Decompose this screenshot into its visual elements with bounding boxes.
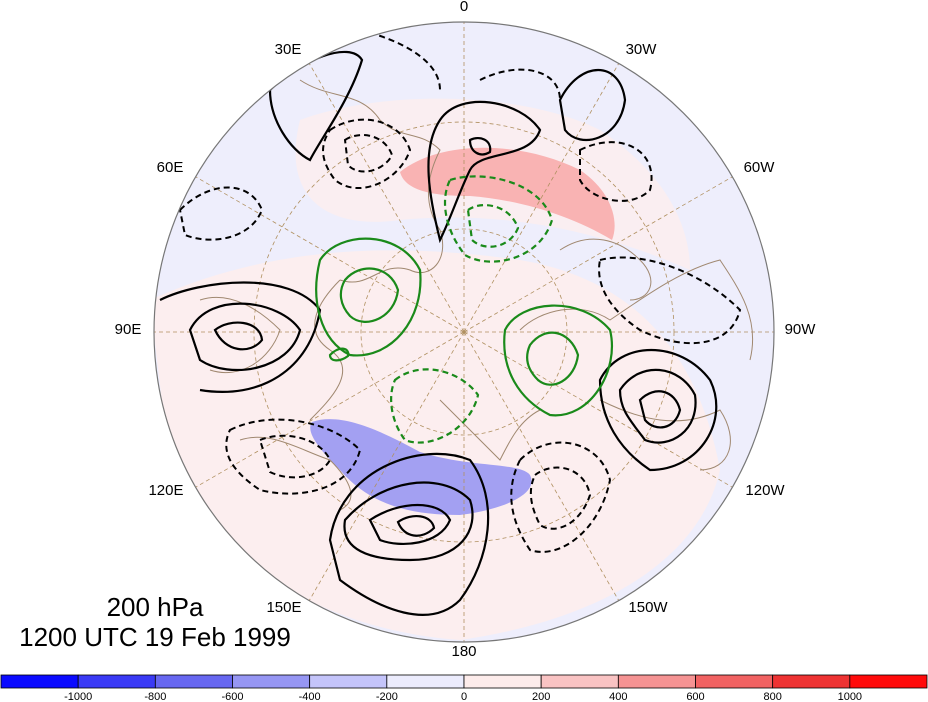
valid-time-label: 1200 UTC 19 Feb 1999	[19, 622, 291, 652]
label-lon-120e: 120E	[148, 482, 183, 499]
colorbar-box	[695, 674, 774, 689]
colorbar-box	[849, 674, 928, 689]
colorbar-tick-label: 0	[461, 691, 467, 702]
colorbar-tick-label: -200	[376, 691, 398, 702]
colorbar-tick-label: -600	[221, 691, 243, 702]
tendency-contours	[315, 175, 613, 444]
colorbar-box	[772, 674, 851, 689]
colorbar-box	[232, 674, 311, 689]
colorbar-labels: -1000 -800 -600 -400 -200 0 200 400 600 800 1000	[64, 691, 862, 702]
colorbar-box	[154, 674, 233, 689]
longitude-labels: 0 30W 60W 90W 120W 150W 180 150E 120E 90…	[115, 0, 817, 660]
colorbar-tick-label: 400	[609, 691, 627, 702]
colorbar-boxes	[0, 674, 928, 689]
colorbar-tick-label: 200	[532, 691, 550, 702]
colorbar-box	[309, 674, 388, 689]
label-lon-120w: 120W	[745, 482, 785, 499]
negative-tendency-contours	[390, 175, 554, 444]
colorbar-tick-label: 800	[763, 691, 781, 702]
colorbar-box	[0, 674, 79, 689]
label-lon-30e: 30E	[275, 41, 302, 58]
label-lon-150e: 150E	[266, 599, 301, 616]
label-lon-60e: 60E	[157, 159, 184, 176]
colorbar-box	[463, 674, 542, 689]
positive-anomaly-shade	[400, 147, 615, 240]
label-lon-90e: 90E	[115, 321, 142, 338]
colorbar-box	[77, 674, 156, 689]
colorbar-tick-label: -800	[144, 691, 166, 702]
colorbar-tick-label: -1000	[64, 691, 92, 702]
colorbar-box	[386, 674, 465, 689]
label-lon-90w: 90W	[785, 321, 817, 338]
negative-anomaly-shade	[310, 419, 532, 515]
colorbar-tick-label: 1000	[838, 691, 862, 702]
colorbar-tick-label: 600	[686, 691, 704, 702]
label-lon-150w: 150W	[628, 599, 668, 616]
map-boundary	[153, 21, 775, 643]
label-lon-30w: 30W	[626, 41, 658, 58]
label-lon-0: 0	[460, 0, 468, 15]
colorbar-box	[540, 674, 619, 689]
label-lon-60w: 60W	[744, 159, 776, 176]
pressure-level-label: 200 hPa	[106, 592, 204, 622]
coastlines	[199, 79, 754, 511]
colorbar: -1000 -800 -600 -400 -200 0 200 400 600 800 1000	[0, 674, 928, 702]
colorbar-box	[617, 674, 696, 689]
label-lon-180: 180	[451, 643, 476, 660]
colorbar-tick-label: -400	[299, 691, 321, 702]
